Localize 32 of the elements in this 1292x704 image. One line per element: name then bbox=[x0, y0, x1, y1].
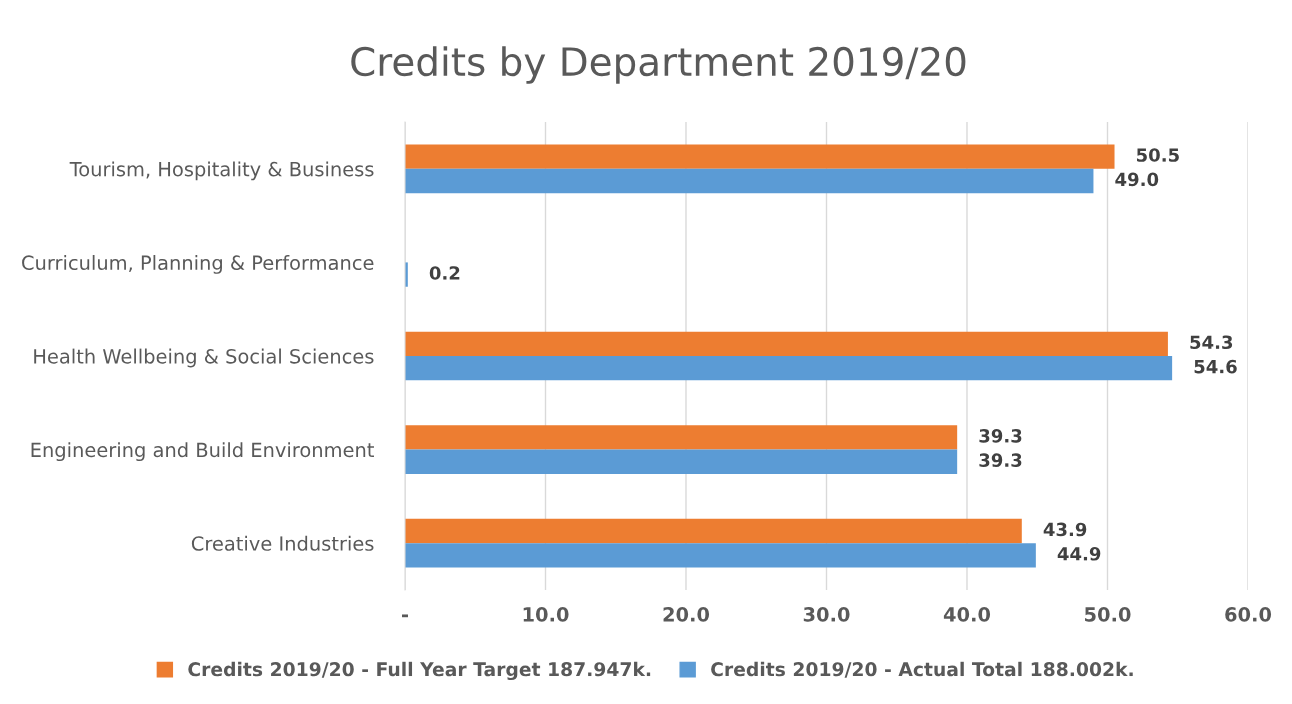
data-label: 54.3 bbox=[1190, 335, 1233, 350]
bar bbox=[405, 356, 1173, 381]
x-tick-label: 30.0 bbox=[803, 607, 850, 622]
x-tick-label: - bbox=[402, 614, 408, 618]
data-label: 54.6 bbox=[1194, 359, 1237, 374]
legend-label: Credits 2019/20 - Actual Total 188.002k. bbox=[711, 661, 1133, 678]
data-label: 39.3 bbox=[979, 429, 1022, 443]
y-tick-label: Creative Industries bbox=[191, 535, 374, 551]
x-tick-label: 50.0 bbox=[1085, 607, 1131, 622]
bar bbox=[405, 518, 1022, 544]
x-tick-label: 20.0 bbox=[663, 607, 710, 622]
chart-title: Credits by Department 2019/20 bbox=[351, 46, 966, 84]
y-tick-label: Engineering and Build Environment bbox=[31, 442, 374, 462]
data-label: 0.2 bbox=[429, 266, 460, 280]
x-tick-label: 40.0 bbox=[943, 607, 991, 622]
data-label: 39.3 bbox=[979, 453, 1022, 468]
bar bbox=[405, 144, 1115, 169]
legend-label: Credits 2019/20 - Full Year Target 187.947k. bbox=[188, 661, 651, 681]
bar bbox=[405, 543, 1036, 568]
bar bbox=[405, 331, 1168, 356]
data-label: 43.9 bbox=[1043, 522, 1087, 537]
y-tick-label: Tourism, Hospitality & Business bbox=[69, 161, 374, 181]
x-tick-label: 60.0 bbox=[1225, 607, 1272, 622]
bar bbox=[405, 168, 1094, 194]
x-tick-label: 10.0 bbox=[523, 607, 569, 622]
y-tick-label: Health Wellbeing & Social Sciences bbox=[34, 348, 374, 368]
data-label: 49.0 bbox=[1115, 172, 1159, 187]
bar bbox=[405, 425, 958, 450]
y-tick-label: Curriculum, Planning & Performance bbox=[22, 255, 374, 274]
data-label: 44.9 bbox=[1057, 546, 1101, 561]
bar bbox=[405, 449, 958, 474]
data-label: 50.5 bbox=[1136, 148, 1179, 162]
